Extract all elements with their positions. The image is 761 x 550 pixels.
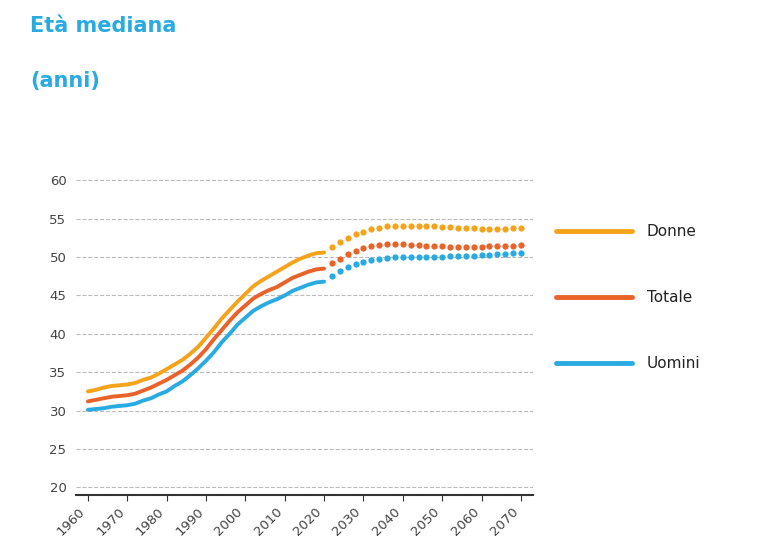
Text: (anni): (anni) [30, 72, 100, 91]
Text: Donne: Donne [647, 223, 697, 239]
Text: Uomini: Uomini [647, 355, 700, 371]
Text: Totale: Totale [647, 289, 692, 305]
Text: Età mediana: Età mediana [30, 16, 177, 36]
